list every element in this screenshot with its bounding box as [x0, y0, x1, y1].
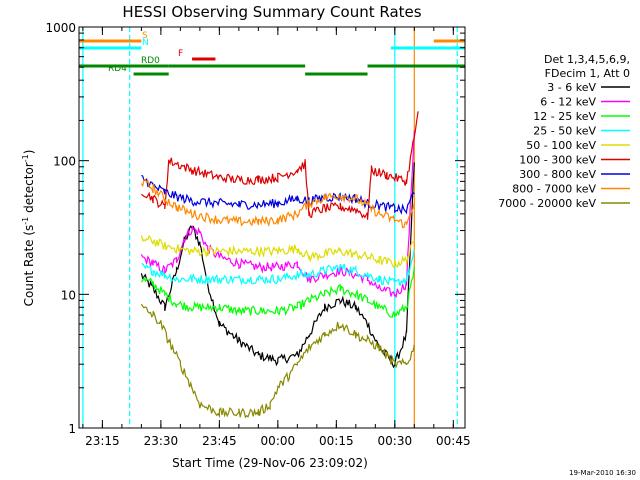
legend-label-8: 7000 - 20000 keV [498, 197, 596, 210]
legend-label-6: 300 - 800 keV [519, 168, 596, 181]
plot-frame [78, 26, 466, 429]
chart-title: HESSI Observing Summary Count Rates [122, 3, 421, 21]
series-line-3 [141, 249, 415, 287]
y-tick-label-1: 10 [61, 288, 76, 302]
legend-label-7: 800 - 7000 keV [512, 183, 596, 196]
series-line-1 [140, 130, 415, 299]
flag-label-f: F [178, 49, 183, 59]
x-tick-label-5: 00:30 [378, 434, 413, 448]
y-axis: 1 10 100 1000 [45, 21, 465, 436]
legend-label-4: 50 - 100 keV [526, 139, 596, 152]
x-axis-label: Start Time (29-Nov-06 23:09:02) [172, 456, 368, 470]
y-tick-label-2: 100 [53, 155, 76, 169]
flag-label-n: N [142, 38, 149, 48]
x-tick-label-6: 00:45 [436, 434, 471, 448]
series-line-7 [140, 178, 415, 229]
legend-header-0: Det 1,3,4,5,6,9, [544, 53, 630, 66]
x-axis: 23:15 23:30 23:45 00:00 00:15 00:30 00:45 [82, 27, 471, 448]
flags-layer: SN F RD0 RD4 [79, 31, 465, 76]
flag-label-rd4: RD4 [108, 64, 127, 74]
x-tick-label-2: 23:45 [202, 434, 237, 448]
legend-header-1: FDecim 1, Att 0 [545, 67, 630, 80]
x-tick-label-3: 00:00 [261, 434, 296, 448]
legend-label-3: 25 - 50 keV [533, 125, 596, 138]
x-tick-label-0: 23:15 [85, 434, 120, 448]
legend-label-5: 100 - 300 keV [519, 154, 596, 167]
legend-label-0: 3 - 6 keV [547, 81, 596, 94]
series-line-4 [140, 234, 415, 269]
timestamp: 19-Mar-2010 16:30 [569, 469, 636, 477]
series-line-2 [140, 266, 415, 318]
legend: Det 1,3,4,5,6,9,FDecim 1, Att 03 - 6 keV… [498, 53, 630, 210]
series-layer [140, 111, 419, 419]
legend-label-2: 12 - 25 keV [533, 110, 596, 123]
series-line-5 [140, 111, 419, 220]
series-line-6 [141, 174, 415, 215]
legend-label-1: 6 - 12 keV [540, 96, 596, 109]
series-line-8 [140, 303, 415, 419]
flag-label-s: S [142, 31, 148, 41]
y-axis-label: Count Rate (s-1 detector-1) [21, 150, 36, 307]
x-tick-label-4: 00:15 [319, 434, 354, 448]
vertical-markers [82, 27, 458, 428]
y-tick-label-3: 1000 [45, 21, 76, 35]
flag-label-rd0: RD0 [141, 56, 160, 66]
y-tick-label-0: 1 [68, 422, 76, 436]
x-tick-label-1: 23:30 [144, 434, 179, 448]
